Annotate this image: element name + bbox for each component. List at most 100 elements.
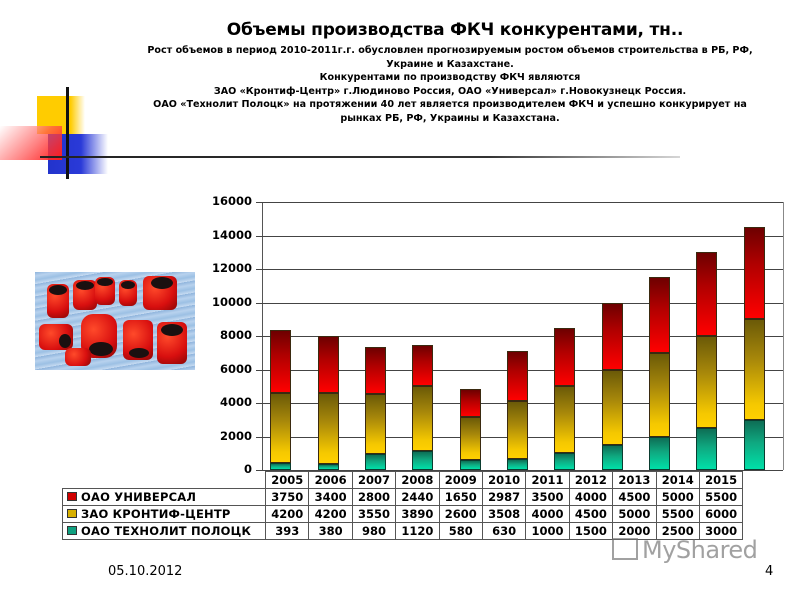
- y-tick-label: 10000: [211, 295, 252, 309]
- plot-right-border: [783, 202, 784, 470]
- legend-label: ЗАО КРОНТИФ-ЦЕНТР: [81, 507, 231, 521]
- y-tick-mark: [256, 303, 262, 304]
- fitting-shape: [65, 348, 91, 366]
- bar-segment-tekhnolit: [554, 453, 575, 470]
- table-cell: 3550: [351, 505, 397, 523]
- fitting-shape: [119, 280, 137, 306]
- table-row: ЗАО КРОНТИФ-ЦЕНТР 4200 4200 3550 3890 26…: [62, 505, 744, 523]
- bar-segment-krontif: [554, 386, 575, 453]
- table-cell: 5500: [698, 488, 744, 506]
- bar-segment-tekhnolit: [460, 460, 481, 470]
- table-header-row: 2005 2006 2007 2008 2009 2010 2011 2012 …: [62, 471, 744, 489]
- bar-segment-tekhnolit: [696, 428, 717, 470]
- y-tick-label: 0: [243, 462, 252, 476]
- watermark-text: MyShared: [642, 536, 758, 564]
- year-header: 2015: [698, 471, 744, 489]
- table-cell: 980: [351, 522, 397, 540]
- year-header: 2009: [438, 471, 483, 489]
- decorative-vertical-line: [66, 87, 69, 179]
- fitting-shape: [39, 324, 73, 350]
- presentation-board-icon: [612, 538, 638, 560]
- bar-segment-universal: [602, 303, 623, 370]
- table-cell: 2800: [351, 488, 397, 506]
- table-cell: 4000: [525, 505, 570, 523]
- table-cell: 1500: [568, 522, 614, 540]
- fitting-shape: [143, 276, 177, 310]
- table-cell: 393: [264, 522, 310, 540]
- y-tick-mark: [256, 403, 262, 404]
- bar-segment-universal: [318, 336, 339, 393]
- legend-swatch-yellow-icon: [67, 509, 77, 518]
- table-row: ОАО УНИВЕРСАЛ 3750 3400 2800 2440 1650 2…: [62, 488, 744, 506]
- subtitle-line: ЗАО «Кронтиф-Центр» г.Людиново Россия, О…: [213, 85, 687, 97]
- y-tick-label: 4000: [219, 395, 252, 409]
- year-header: 2011: [525, 471, 570, 489]
- table-cell: 3500: [525, 488, 570, 506]
- y-tick-label: 6000: [219, 362, 252, 376]
- year-header: 2008: [395, 471, 440, 489]
- legend-label: ОАО УНИВЕРСАЛ: [81, 490, 197, 504]
- decorative-horizontal-line: [40, 156, 680, 158]
- page-number: 4: [765, 564, 774, 579]
- y-tick-mark: [256, 437, 262, 438]
- bar-segment-krontif: [460, 417, 481, 460]
- table-cell: 2987: [481, 488, 527, 506]
- year-header: 2014: [655, 471, 700, 489]
- bar-segment-universal: [554, 328, 575, 386]
- table-cell: 6000: [698, 505, 744, 523]
- table-cell: 2440: [395, 488, 440, 506]
- table-cell: 380: [308, 522, 353, 540]
- table-row: ОАО ТЕХНОЛИТ ПОЛОЦК 393 380 980 1120 580…: [62, 522, 744, 540]
- bar-segment-universal: [365, 347, 386, 394]
- legend-krontif: ЗАО КРОНТИФ-ЦЕНТР: [62, 505, 266, 523]
- gridline: [262, 336, 783, 337]
- legend-swatch-red-icon: [67, 492, 77, 501]
- bar-segment-tekhnolit: [318, 464, 339, 470]
- table-cell: 5500: [655, 505, 700, 523]
- y-tick-label: 16000: [211, 194, 252, 208]
- table-corner: [62, 471, 266, 489]
- bar-segment-universal: [270, 330, 291, 393]
- bar-segment-tekhnolit: [507, 459, 528, 470]
- year-header: 2012: [568, 471, 614, 489]
- table-cell: 3000: [698, 522, 744, 540]
- year-header: 2010: [481, 471, 527, 489]
- subtitle-line: ОАО «Технолит Полоцк» на протяжении 40 л…: [153, 99, 747, 111]
- table-cell: 4500: [568, 505, 614, 523]
- legend-universal: ОАО УНИВЕРСАЛ: [62, 488, 266, 506]
- bar-segment-universal: [649, 277, 670, 353]
- year-header: 2007: [351, 471, 397, 489]
- bar-segment-universal: [744, 227, 765, 319]
- pipe-fittings-photo: [35, 272, 195, 370]
- chart-data-table: 2005 2006 2007 2008 2009 2010 2011 2012 …: [62, 471, 744, 540]
- fitting-shape: [95, 277, 115, 305]
- bar-segment-krontif: [602, 370, 623, 445]
- y-tick-label: 8000: [219, 328, 252, 342]
- watermark: MyShared: [612, 536, 758, 564]
- footer-date: 05.10.2012: [108, 564, 183, 579]
- legend-tekhnolit: ОАО ТЕХНОЛИТ ПОЛОЦК: [62, 522, 266, 540]
- table-cell: 4500: [612, 488, 657, 506]
- slide-subtitle: Рост объемов в период 2010-2011г.г. обус…: [115, 44, 785, 126]
- fitting-shape: [47, 284, 69, 318]
- gridline: [262, 269, 783, 270]
- gridline: [262, 202, 783, 203]
- table-cell: 1000: [525, 522, 570, 540]
- table-cell: 1650: [438, 488, 483, 506]
- bar-segment-krontif: [649, 353, 670, 437]
- bar-segment-krontif: [412, 386, 433, 451]
- y-tick-label: 12000: [211, 261, 252, 275]
- y-tick-mark: [256, 269, 262, 270]
- bar-segment-krontif: [318, 393, 339, 464]
- fitting-shape: [157, 322, 187, 364]
- fitting-shape: [123, 320, 153, 360]
- bar-segment-universal: [696, 252, 717, 336]
- bar-segment-universal: [460, 389, 481, 417]
- subtitle-line: рынках РБ, РФ, Украины и Казахстана.: [340, 112, 560, 124]
- y-tick-mark: [256, 470, 262, 471]
- y-tick-label: 14000: [211, 228, 252, 242]
- table-cell: 5000: [655, 488, 700, 506]
- bar-segment-krontif: [696, 336, 717, 428]
- slide-title: Объемы производства ФКЧ конкурентами, тн…: [226, 20, 684, 40]
